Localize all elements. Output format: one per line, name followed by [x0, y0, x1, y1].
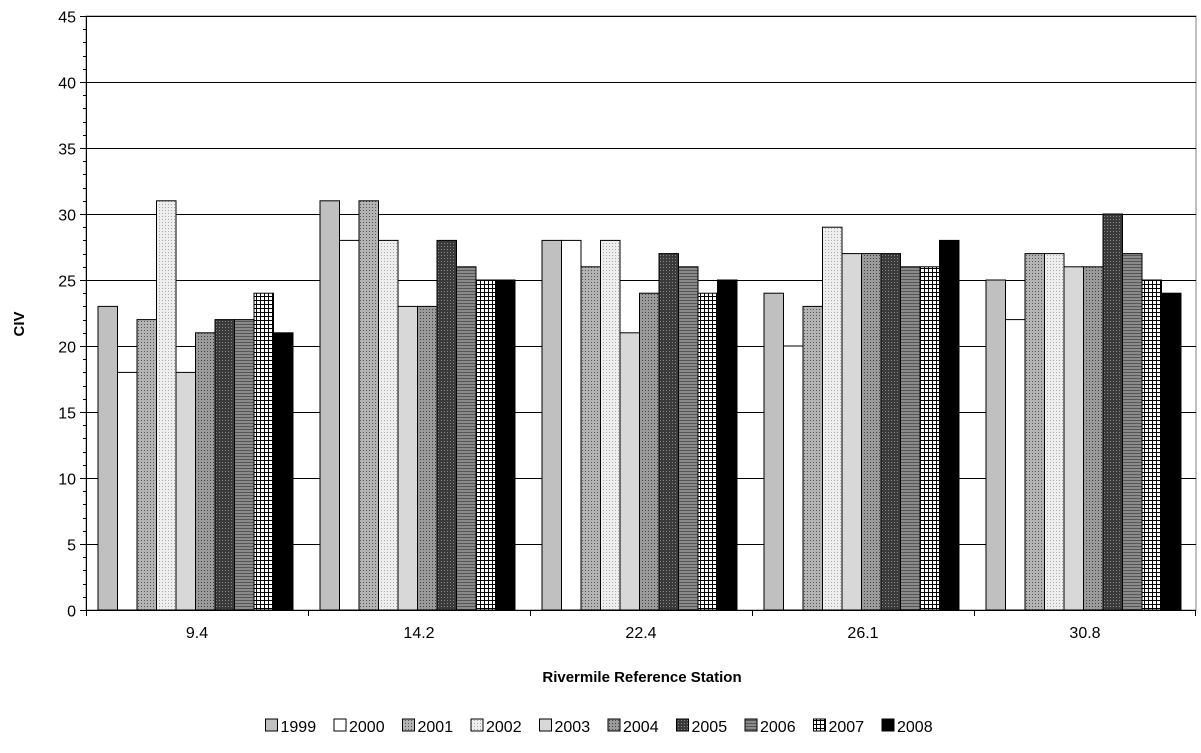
- bar-2000-26.1: [783, 345, 804, 611]
- legend-label-2000: 2000: [349, 719, 385, 736]
- bar-2006-14.2: [456, 266, 477, 611]
- bar-2005-26.1: [880, 253, 901, 611]
- bar-2006-30.8: [1122, 253, 1143, 611]
- bar-2008-30.8: [1161, 292, 1182, 611]
- legend-label-2006: 2006: [760, 719, 796, 736]
- bar-2003-30.8: [1063, 266, 1084, 611]
- legend-swatch-2007: [813, 718, 826, 732]
- legend-label-2001: 2001: [418, 719, 454, 736]
- bar-2002-14.2: [378, 239, 399, 611]
- bar-2004-9.4: [195, 332, 216, 611]
- bar-2004-14.2: [417, 305, 438, 611]
- bar-2005-30.8: [1102, 213, 1123, 611]
- bars: [97, 200, 1182, 611]
- bar-2002-22.4: [600, 239, 621, 611]
- bar-1999-22.4: [541, 239, 562, 611]
- bar-1999-30.8: [985, 279, 1006, 611]
- bar-2006-22.4: [678, 266, 699, 611]
- bar-2008-22.4: [717, 279, 738, 611]
- bar-2007-14.2: [475, 279, 496, 611]
- y-tick-label: 25: [58, 274, 76, 291]
- legend-swatch-2000: [333, 718, 347, 732]
- bar-2001-26.1: [802, 305, 823, 611]
- bar-2003-26.1: [841, 253, 862, 611]
- bar-2000-30.8: [1005, 319, 1026, 611]
- bar-1999-14.2: [319, 200, 340, 611]
- legend-swatch-2001: [402, 718, 415, 732]
- legend-swatch-2003: [539, 718, 552, 732]
- y-tick-label: 15: [58, 406, 76, 423]
- x-tick-label: 9.4: [186, 625, 208, 642]
- bar-2002-9.4: [156, 200, 177, 611]
- bar-2003-14.2: [397, 305, 418, 611]
- bar-2007-26.1: [919, 266, 940, 611]
- y-tick-label: 45: [58, 10, 76, 27]
- x-tick-label: 22.4: [625, 625, 656, 642]
- legend-label-1999: 1999: [281, 719, 317, 736]
- legend: 1999 2000 2001 2002 2003 2004 2005 2006 2007 2008: [265, 718, 933, 736]
- bar-2001-9.4: [136, 319, 157, 611]
- bar-2005-14.2: [436, 239, 457, 611]
- bar-2000-22.4: [561, 239, 582, 611]
- legend-label-2004: 2004: [623, 719, 659, 736]
- bar-2007-9.4: [253, 292, 274, 611]
- bar-2004-22.4: [639, 292, 660, 611]
- bar-2003-22.4: [619, 332, 640, 611]
- x-tick-label: 14.2: [403, 625, 434, 642]
- y-tick-label: 30: [58, 208, 76, 225]
- x-axis-label: Rivermile Reference Station: [542, 669, 741, 686]
- legend-swatch-1999: [265, 718, 278, 732]
- y-tick-label: 5: [67, 538, 76, 555]
- legend-label-2002: 2002: [486, 719, 522, 736]
- bar-2004-26.1: [861, 253, 882, 611]
- x-tick-label: 30.8: [1069, 625, 1100, 642]
- legend-swatch-2002: [470, 718, 484, 732]
- y-tick-label: 10: [58, 472, 76, 489]
- bar-2002-30.8: [1044, 253, 1065, 611]
- bar-2004-30.8: [1083, 266, 1104, 611]
- legend-swatch-2008: [881, 718, 895, 732]
- axes: 0 5 10 15 20 25 30 35 40 45 9.4 14.2 22.4 26.1 30.8: [58, 10, 1196, 642]
- legend-label-2003: 2003: [555, 719, 591, 736]
- bar-2008-14.2: [495, 279, 516, 611]
- bar-2007-30.8: [1141, 279, 1162, 611]
- bar-2006-26.1: [900, 266, 921, 611]
- bar-2003-9.4: [175, 371, 196, 611]
- legend-label-2008: 2008: [897, 719, 933, 736]
- legend-swatch-2006: [744, 718, 758, 732]
- y-tick-label: 35: [58, 142, 76, 159]
- bar-2008-26.1: [939, 239, 960, 611]
- bar-2008-9.4: [273, 332, 294, 611]
- y-axis-label: CIV: [11, 311, 28, 336]
- bar-2000-9.4: [117, 371, 138, 611]
- y-tick-label: 0: [67, 604, 76, 621]
- bar-2005-22.4: [658, 253, 679, 611]
- bar-2000-14.2: [339, 239, 360, 611]
- bar-2001-14.2: [358, 200, 379, 611]
- bar-1999-26.1: [763, 292, 784, 611]
- bar-2002-26.1: [822, 226, 843, 611]
- legend-swatch-2005: [676, 718, 689, 732]
- bar-2007-22.4: [697, 292, 718, 611]
- legend-swatch-2004: [607, 718, 621, 732]
- bar-2005-9.4: [214, 319, 235, 611]
- y-tick-label: 40: [58, 76, 76, 93]
- bar-1999-9.4: [97, 305, 118, 611]
- legend-label-2007: 2007: [829, 719, 865, 736]
- bar-2001-30.8: [1024, 253, 1045, 611]
- bar-2006-9.4: [234, 319, 255, 611]
- bar-2001-22.4: [580, 266, 601, 611]
- y-tick-label: 20: [58, 340, 76, 357]
- legend-label-2005: 2005: [692, 719, 728, 736]
- x-tick-label: 26.1: [847, 625, 878, 642]
